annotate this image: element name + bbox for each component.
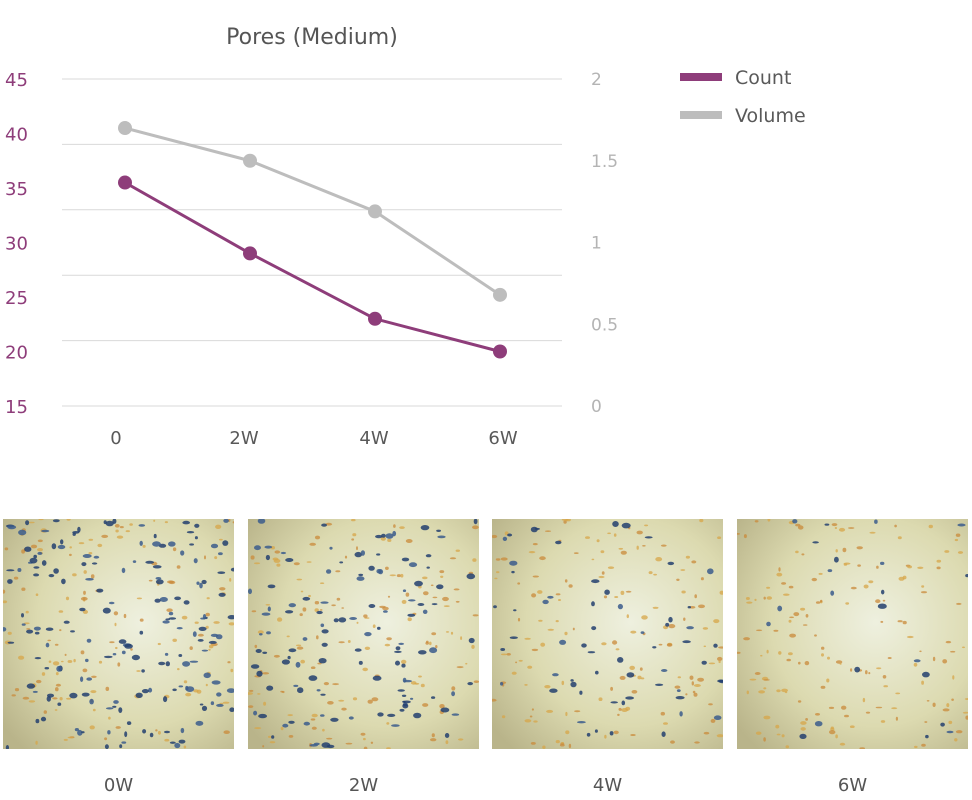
chart-title: Pores (Medium) [226,25,398,50]
right-tick-label: 1 [591,234,602,254]
count-data-point [368,311,382,326]
gridlines [62,78,562,407]
volume-data-point [243,153,257,168]
left-tick-label: 40 [5,125,28,146]
volume-data-point [368,204,382,219]
photo-caption-2w: 2W [348,775,379,796]
x-axis-ticks: 0 2W 4W 6W [110,428,518,449]
x-tick-label: 2W [229,428,258,449]
photo-caption-0w: 0W [103,775,134,796]
left-tick-label: 35 [5,179,28,200]
photo-caption-6w: 6W [837,775,868,796]
skin-photo-6w [737,519,968,749]
left-tick-label: 20 [5,343,28,364]
left-tick-label: 30 [5,234,28,255]
volume-legend-label: Volume [735,105,806,127]
right-tick-label: 2 [591,70,602,90]
skin-photo-4w [492,519,723,749]
left-tick-label: 25 [5,288,28,309]
volume-data-point [493,287,507,302]
x-tick-label: 6W [488,428,517,449]
count-data-point [243,246,257,261]
series-lines [118,121,507,359]
x-tick-label: 0 [110,428,121,449]
right-tick-label: 1.5 [591,152,618,172]
skin-photo-2w [248,519,479,749]
volume-data-point [118,121,132,136]
legend: Count Volume [680,67,806,127]
count-data-point [493,344,507,359]
right-tick-label: 0.5 [591,315,618,335]
x-tick-label: 4W [359,428,388,449]
left-tick-label: 45 [5,70,28,91]
right-tick-label: 0 [591,397,602,417]
count-data-point [118,175,132,190]
skin-photo-0w [3,519,234,749]
right-axis-ticks: 0 0.5 1 1.5 2 [591,70,618,417]
count-series-line [124,181,501,353]
left-tick-label: 15 [5,397,28,418]
photo-caption-4w: 4W [592,775,623,796]
count-legend-label: Count [735,67,791,89]
left-axis-ticks: 15 20 25 30 35 40 45 [5,70,28,418]
volume-series-line [124,126,501,297]
